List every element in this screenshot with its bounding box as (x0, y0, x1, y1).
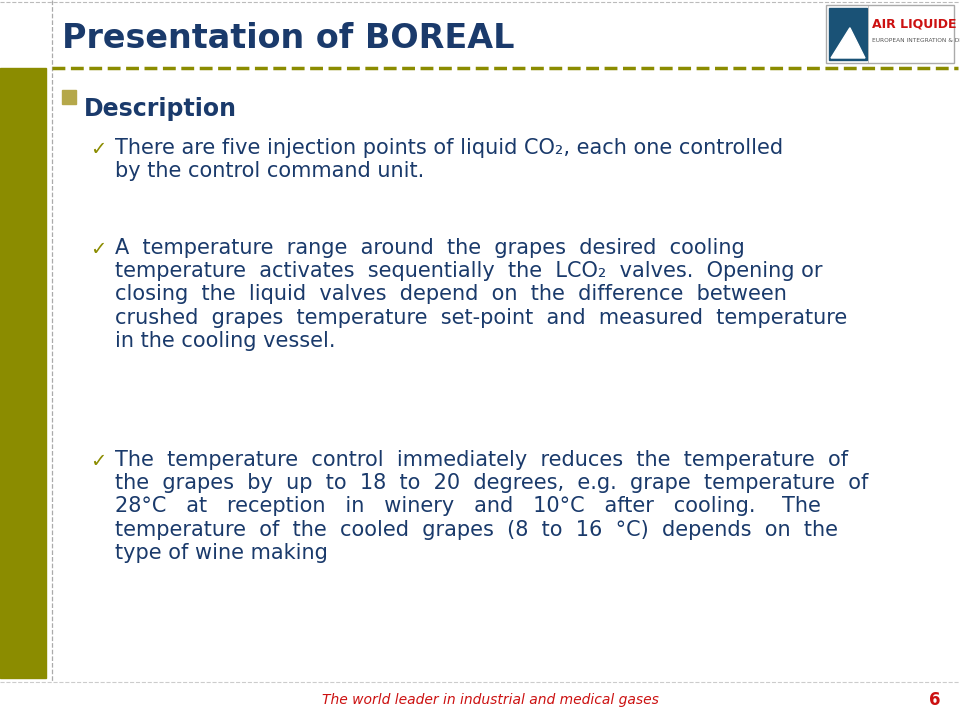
Text: in the cooling vessel.: in the cooling vessel. (115, 331, 335, 351)
Text: Presentation of BOREAL: Presentation of BOREAL (62, 22, 515, 55)
Text: 28°C   at   reception   in   winery   and   10°C   after   cooling.    The: 28°C at reception in winery and 10°C aft… (115, 497, 821, 516)
Text: The world leader in industrial and medical gases: The world leader in industrial and medic… (322, 693, 659, 707)
Text: closing  the  liquid  valves  depend  on  the  difference  between: closing the liquid valves depend on the … (115, 284, 787, 304)
Text: A  temperature  range  around  the  grapes  desired  cooling: A temperature range around the grapes de… (115, 238, 745, 258)
Text: AIR LIQUIDE: AIR LIQUIDE (872, 17, 956, 30)
Text: ✓: ✓ (90, 452, 107, 471)
Text: EUROPEAN INTEGRATION & DEVELOPMENT: EUROPEAN INTEGRATION & DEVELOPMENT (872, 37, 960, 42)
Text: ✓: ✓ (90, 140, 107, 159)
Text: temperature  activates  sequentially  the  LCO₂  valves.  Opening or: temperature activates sequentially the L… (115, 261, 823, 281)
Text: temperature  of  the  cooled  grapes  (8  to  16  °C)  depends  on  the: temperature of the cooled grapes (8 to 1… (115, 520, 838, 540)
Polygon shape (831, 28, 865, 58)
Text: ✓: ✓ (90, 240, 107, 259)
Bar (826, 5, 954, 63)
Text: The  temperature  control  immediately  reduces  the  temperature  of: The temperature control immediately redu… (115, 450, 848, 470)
Text: the  grapes  by  up  to  18  to  20  degrees,  e.g.  grape  temperature  of: the grapes by up to 18 to 20 degrees, e.… (115, 473, 869, 493)
Text: There are five injection points of liquid CO₂, each one controlled: There are five injection points of liqui… (115, 138, 783, 158)
Bar (62, 90, 76, 104)
Bar (829, 8, 867, 60)
Text: by the control command unit.: by the control command unit. (115, 162, 424, 181)
Text: crushed  grapes  temperature  set-point  and  measured  temperature: crushed grapes temperature set-point and… (115, 308, 848, 327)
Text: type of wine making: type of wine making (115, 543, 328, 563)
Text: 6: 6 (929, 691, 941, 709)
Bar (0, 68, 46, 678)
Text: Description: Description (84, 97, 237, 121)
